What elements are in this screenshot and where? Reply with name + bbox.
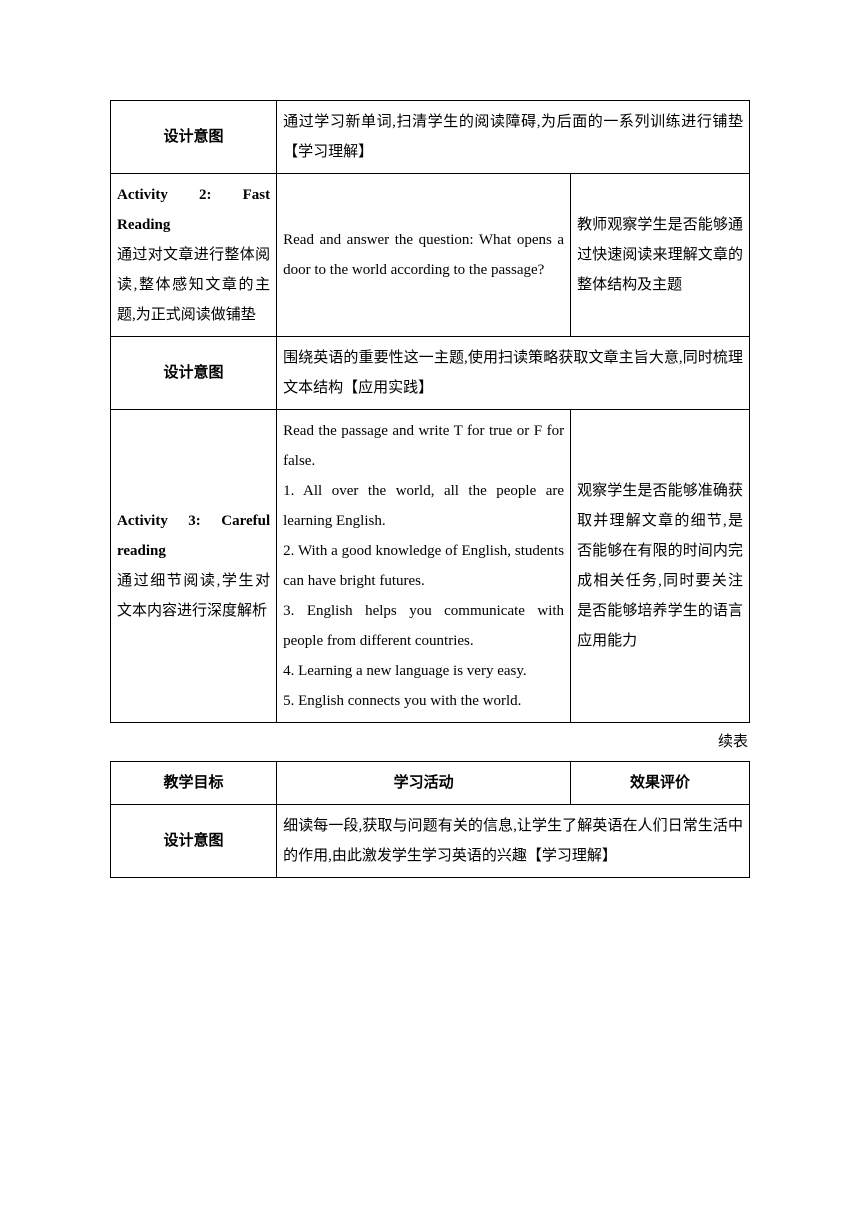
design-intent-label: 设计意图 <box>111 337 277 410</box>
activity3-desc: 通过细节阅读,学生对文本内容进行深度解析 <box>117 573 270 619</box>
activity2-task: Read and answer the question: What opens… <box>277 174 571 337</box>
lesson-table-2: 教学目标 学习活动 效果评价 设计意图 细读每一段,获取与问题有关的信息,让学生… <box>110 761 750 878</box>
header-activity: 学习活动 <box>277 762 571 805</box>
activity3-cell: Activity 3: Careful reading 通过细节阅读,学生对文本… <box>111 410 277 723</box>
lesson-table-1: 设计意图 通过学习新单词,扫清学生的阅读障碍,为后面的一系列训练进行铺垫【学习理… <box>110 100 750 723</box>
design-intent-label: 设计意图 <box>111 101 277 174</box>
design-intent-content: 通过学习新单词,扫清学生的阅读障碍,为后面的一系列训练进行铺垫【学习理解】 <box>277 101 750 174</box>
activity3-item: 1. All over the world, all the people ar… <box>283 483 564 529</box>
activity3-task: Read the passage and write T for true or… <box>277 410 571 723</box>
design-intent-label: 设计意图 <box>111 805 277 878</box>
table-row: 设计意图 通过学习新单词,扫清学生的阅读障碍,为后面的一系列训练进行铺垫【学习理… <box>111 101 750 174</box>
table-row: Activity 3: Careful reading 通过细节阅读,学生对文本… <box>111 410 750 723</box>
continued-label: 续表 <box>110 723 750 761</box>
table-row: 设计意图 细读每一段,获取与问题有关的信息,让学生了解英语在人们日常生活中的作用… <box>111 805 750 878</box>
activity3-eval: 观察学生是否能够准确获取并理解文章的细节,是否能够在有限的时间内完成相关任务,同… <box>571 410 750 723</box>
activity3-intro: Read the passage and write T for true or… <box>283 423 564 469</box>
activity3-item: 2. With a good knowledge of English, stu… <box>283 543 564 589</box>
table-row: 设计意图 围绕英语的重要性这一主题,使用扫读策略获取文章主旨大意,同时梳理文本结… <box>111 337 750 410</box>
design-intent-content: 细读每一段,获取与问题有关的信息,让学生了解英语在人们日常生活中的作用,由此激发… <box>277 805 750 878</box>
header-goal: 教学目标 <box>111 762 277 805</box>
activity2-desc: 通过对文章进行整体阅读,整体感知文章的主题,为正式阅读做铺垫 <box>117 247 270 323</box>
design-intent-content: 围绕英语的重要性这一主题,使用扫读策略获取文章主旨大意,同时梳理文本结构【应用实… <box>277 337 750 410</box>
activity3-item: 4. Learning a new language is very easy. <box>283 663 527 679</box>
table-row: Activity 2: Fast Reading 通过对文章进行整体阅读,整体感… <box>111 174 750 337</box>
table-header-row: 教学目标 学习活动 效果评价 <box>111 762 750 805</box>
activity2-title: Activity 2: Fast Reading <box>117 187 270 233</box>
activity3-title: Activity 3: Careful reading <box>117 513 270 559</box>
activity2-eval: 教师观察学生是否能够通过快速阅读来理解文章的整体结构及主题 <box>571 174 750 337</box>
activity3-item: 3. English helps you communicate with pe… <box>283 603 564 649</box>
header-eval: 效果评价 <box>571 762 750 805</box>
activity3-item: 5. English connects you with the world. <box>283 693 521 709</box>
activity2-cell: Activity 2: Fast Reading 通过对文章进行整体阅读,整体感… <box>111 174 277 337</box>
